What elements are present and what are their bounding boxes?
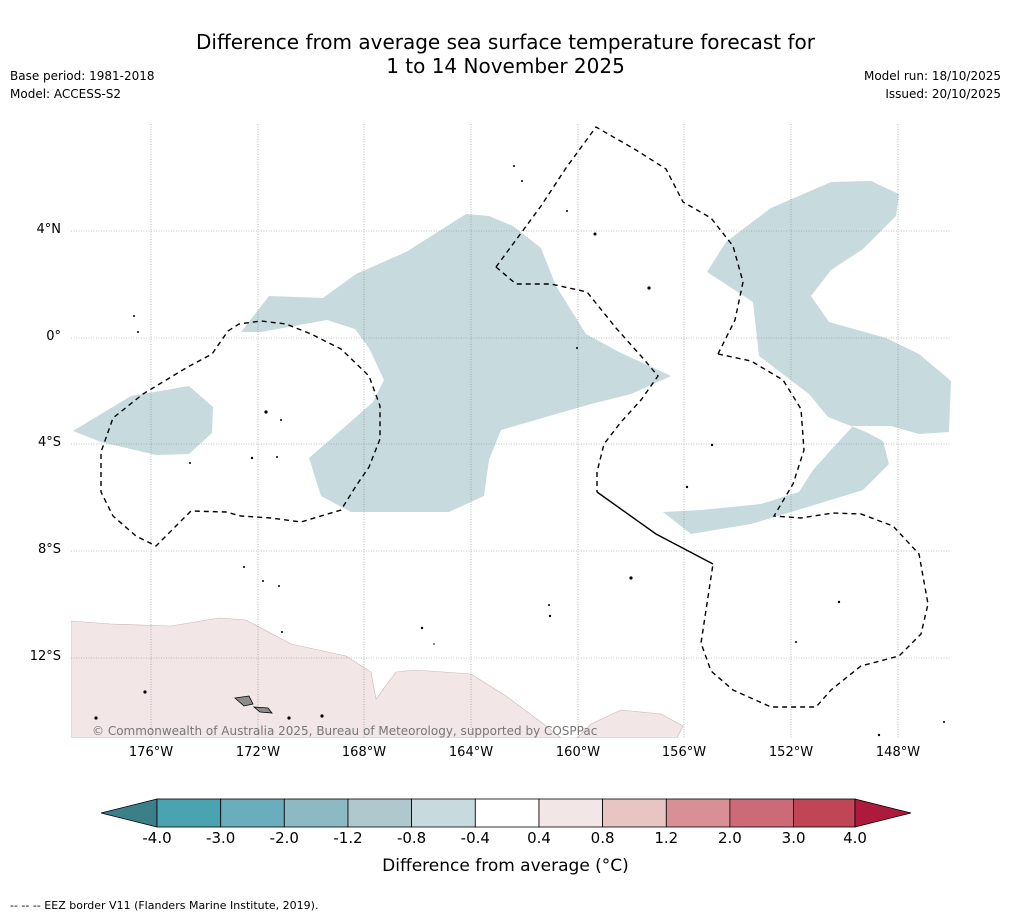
lon-label: 160°W [555,745,601,760]
islands [94,165,945,737]
maritime-boundary-solid [596,491,714,565]
colorbar-tick-label: -2.0 [269,829,299,847]
colorbar-segment [347,798,412,828]
colorbar-tick-label: 0.4 [527,829,551,847]
colorbar-tick-label: -3.0 [206,829,236,847]
cool-region-west [73,386,213,455]
colorbar-tick-label: -0.8 [396,829,427,847]
lon-label: 176°W [128,745,174,760]
colorbar [100,798,912,828]
graticule [71,124,951,738]
model-run: Model run: 18/10/2025 [863,69,1001,83]
eez-borders [100,126,929,708]
colorbar-title: Difference from average (°C) [382,856,629,876]
chart-title-line-1: Difference from average sea surface temp… [195,30,815,54]
colorbar-segment [538,798,603,828]
cool-anomaly-regions [73,181,951,534]
eez-border-central [495,266,659,492]
cool-region-east [663,181,951,534]
eez-border-north [495,126,744,355]
samoa-islands [234,695,273,714]
meta-right: Model run: 18/10/2025 Issued: 20/10/2025 [864,67,1001,103]
colorbar-tick-label: -1.2 [333,829,363,847]
issued-date: Issued: 20/10/2025 [885,87,1001,101]
colorbar-extend-high [854,798,912,828]
eez-legend-footnote: -- -- -- EEZ border V11 (Flanders Marine… [10,899,319,912]
colorbar-segment [283,798,349,828]
colorbar-tick-label: 0.8 [590,829,615,847]
colorbar-tick-label: 3.0 [781,829,806,847]
colorbar-tick-label: 1.2 [654,829,679,847]
lat-label: 4°N [36,222,62,237]
colorbar-segment [411,798,476,828]
colorbar-tick-label: -4.0 [142,829,172,847]
lat-label: 0° [46,329,61,344]
cool-region-central [241,214,671,512]
model-name: Model: ACCESS-S2 [10,87,122,101]
colorbar-segment [729,798,795,828]
warm-anomaly-region [71,617,684,738]
lat-label: 8°S [37,542,61,557]
colorbar-tick-label: -0.4 [460,829,490,847]
meta-left: Base period: 1981-2018 Model: ACCESS-S2 [10,67,155,103]
lat-label: 12°S [29,649,61,664]
lon-label: 152°W [768,745,814,760]
lon-label: 148°W [875,745,921,760]
lon-label: 172°W [235,745,281,760]
sst-map [71,124,951,738]
chart-title-line-2: 1 to 14 November 2025 [386,54,625,78]
eez-border-east [700,353,929,708]
colorbar-segment [220,798,285,828]
copyright-notice: © Commonwealth of Australia 2025, Bureau… [92,724,598,738]
base-period: Base period: 1981-2018 [10,69,155,83]
colorbar-segment [793,798,856,828]
colorbar-extend-low [100,798,158,828]
chart-title: Difference from average sea surface temp… [0,30,1011,78]
lon-label: 164°W [448,745,494,760]
colorbar-tick-label: 2.0 [717,829,742,847]
lon-label: 156°W [661,745,707,760]
lat-label: 4°S [37,435,61,450]
colorbar-segment [602,798,667,828]
colorbar-segment [665,798,731,828]
colorbar-segment [474,798,540,828]
lon-label: 168°W [341,745,387,760]
colorbar-tick-label: 4.0 [843,829,867,847]
eez-border-west [100,320,381,547]
colorbar-segment [156,798,222,828]
